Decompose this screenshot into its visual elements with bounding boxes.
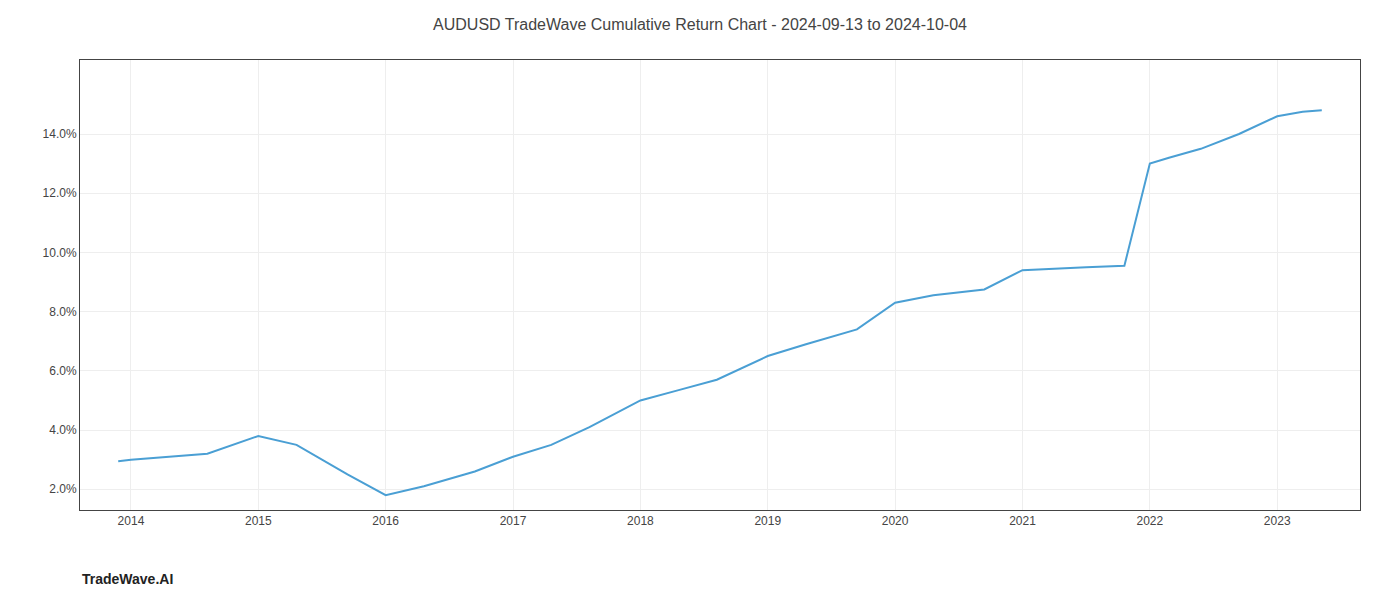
svg-text:2.0%: 2.0% — [49, 482, 77, 496]
svg-text:6.0%: 6.0% — [49, 364, 77, 378]
svg-text:14.0%: 14.0% — [43, 127, 77, 141]
svg-text:TradeWave.AI: TradeWave.AI — [82, 571, 173, 587]
svg-text:2021: 2021 — [1009, 514, 1036, 528]
svg-text:2015: 2015 — [245, 514, 272, 528]
svg-text:2023: 2023 — [1264, 514, 1291, 528]
svg-text:2014: 2014 — [118, 514, 145, 528]
svg-text:2019: 2019 — [754, 514, 781, 528]
svg-text:AUDUSD TradeWave Cumulative Re: AUDUSD TradeWave Cumulative Return Chart… — [433, 16, 967, 33]
svg-text:8.0%: 8.0% — [49, 305, 77, 319]
svg-text:10.0%: 10.0% — [43, 246, 77, 260]
svg-text:2020: 2020 — [882, 514, 909, 528]
svg-text:2017: 2017 — [500, 514, 527, 528]
svg-text:2022: 2022 — [1136, 514, 1163, 528]
svg-text:4.0%: 4.0% — [49, 423, 77, 437]
svg-text:2016: 2016 — [372, 514, 399, 528]
svg-text:2018: 2018 — [627, 514, 654, 528]
svg-text:12.0%: 12.0% — [43, 186, 77, 200]
